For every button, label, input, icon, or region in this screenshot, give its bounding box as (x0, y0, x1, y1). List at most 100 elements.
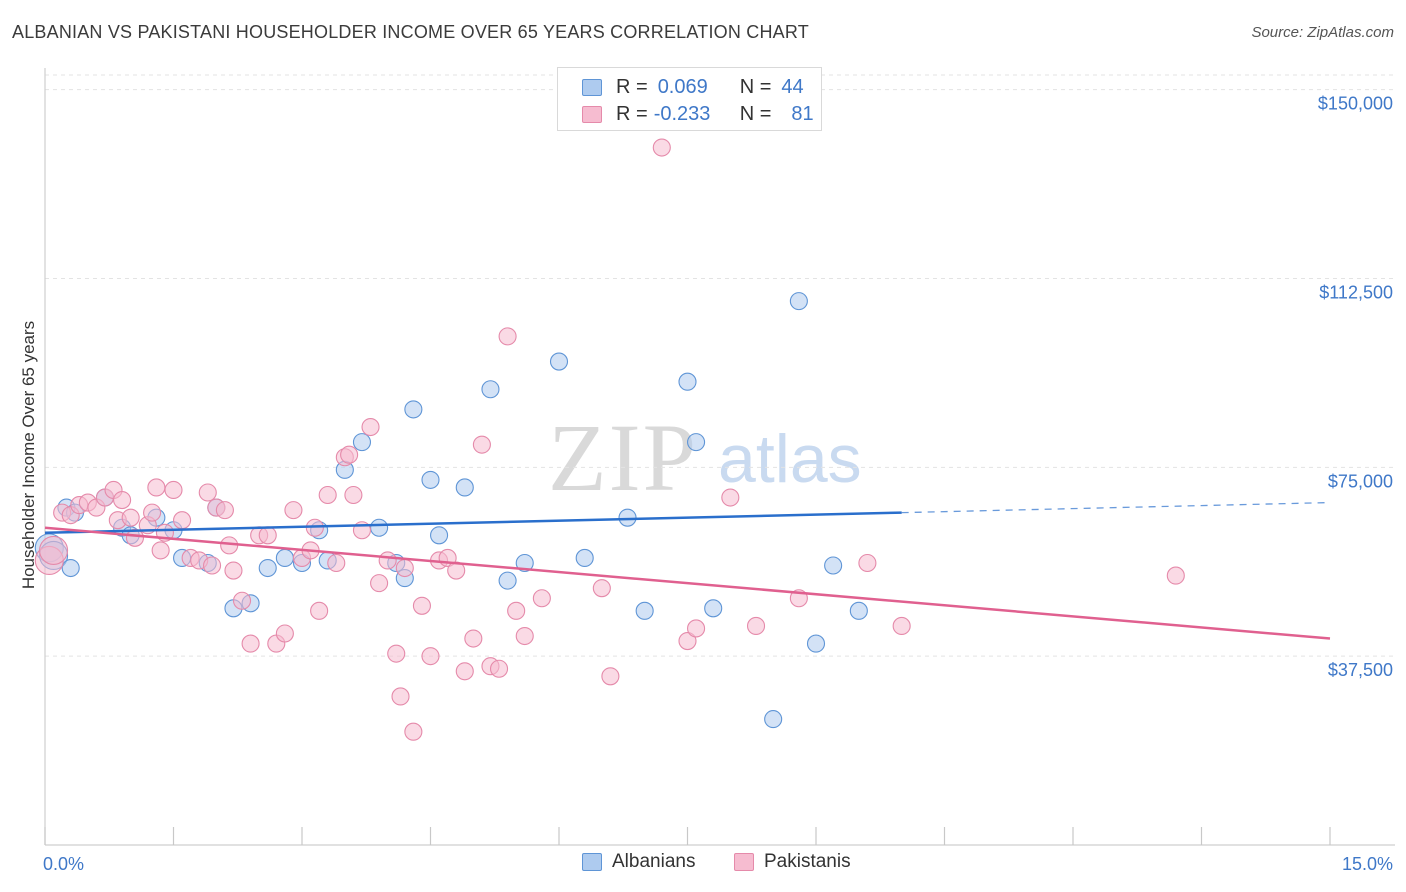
pakistani-points (34, 138, 1185, 741)
pakistani-point (678, 631, 697, 651)
albanian-point (806, 634, 826, 653)
pakistani-point (515, 626, 534, 646)
chart-source: Source: ZipAtlas.com (1251, 24, 1394, 41)
pakistani-point (387, 644, 406, 663)
pakistani-point (687, 619, 706, 638)
pakistani-point (164, 480, 183, 500)
y-tick-label: $150,000 (1318, 94, 1393, 114)
pakistani-point (198, 483, 217, 502)
pakistani-point (173, 511, 192, 530)
pakistani-point (721, 488, 740, 507)
pakistani-point (113, 490, 132, 510)
albanian-point (275, 548, 294, 568)
pakistani-point (421, 647, 440, 666)
y-tick-label: $112,500 (1319, 282, 1393, 302)
x-tick-label: 0.0% (43, 854, 84, 874)
albanians-legend-label: Albanians (612, 851, 696, 872)
pakistanis-legend-swatch (734, 853, 754, 871)
albanian-point (430, 526, 449, 545)
pakistani-point (284, 501, 303, 520)
pakistani-point (203, 556, 222, 575)
albanian-point (824, 556, 843, 575)
pakistani-point (361, 417, 380, 437)
albanian-point (764, 710, 783, 729)
pakistani-point (344, 485, 363, 505)
pakistani-point (258, 526, 277, 545)
albanian-point (687, 433, 706, 452)
pakistani-point (224, 561, 243, 580)
pakistani-point (498, 327, 517, 346)
series-legend: Albanians Pakistanis (0, 851, 1406, 877)
albanians-legend-swatch (582, 853, 602, 871)
pakistani-point (151, 541, 170, 560)
pakistani-point (241, 634, 260, 653)
legend-n-value: 44 (781, 75, 804, 98)
pakistani-point (592, 579, 611, 598)
legend-n-label: N = (739, 75, 772, 98)
albanian-point (61, 558, 80, 578)
pakistani-point (892, 616, 911, 635)
albanians-swatch (582, 78, 602, 96)
watermark-zip: ZIP (548, 404, 698, 511)
albanian-point (635, 601, 654, 620)
pakistani-point (125, 528, 144, 547)
pakistani-point (391, 687, 410, 706)
albanians-trend-extension (901, 501, 1331, 514)
y-tick-label: $37,500 (1328, 660, 1393, 680)
albanian-point (258, 558, 277, 578)
correlation-legend: R = 0.069 N = 44 R = -0.233 N = 81 (557, 67, 822, 131)
trend-layer (44, 501, 1331, 640)
pakistani-point (412, 596, 431, 615)
pakistani-point (489, 659, 509, 678)
legend-r-label: R = (616, 102, 648, 125)
pakistani-point (395, 558, 414, 578)
legend-row-pakistanis: R = -0.233 N = 81 (582, 101, 814, 127)
albanian-point (849, 601, 868, 620)
albanian-point (789, 292, 808, 311)
albanian-point (549, 352, 569, 371)
pakistani-point (507, 601, 526, 620)
x-tick-label: 15.0% (1342, 854, 1393, 874)
albanian-point (515, 553, 534, 573)
pakistanis-swatch (582, 105, 602, 123)
pakistani-point (275, 624, 294, 643)
pakistani-point (1166, 566, 1185, 585)
pakistani-point (327, 553, 346, 573)
legend-r-value: 0.069 (657, 75, 708, 98)
legend-n-value: 81 (791, 102, 814, 125)
albanian-point (678, 372, 697, 391)
pakistani-point (232, 591, 252, 610)
albanian-point (704, 599, 723, 618)
pakistani-point (215, 501, 234, 520)
pakistani-point (147, 478, 166, 497)
axes-layer (44, 68, 1395, 846)
albanian-point (498, 571, 517, 590)
pakistani-point (310, 601, 329, 620)
watermark-atlas: atlas (718, 421, 862, 497)
legend-item-pakistanis: Pakistanis (734, 851, 851, 873)
pakistani-point (370, 574, 389, 593)
pakistani-point (378, 551, 397, 570)
legend-r-label: R = (616, 75, 648, 98)
albanian-point (575, 548, 594, 568)
pakistani-point (601, 667, 620, 686)
tick-labels: $37,500 $75,000 $112,500 $150,000 0.0% 15.0% (43, 94, 1393, 874)
pakistani-point (318, 485, 337, 505)
pakistani-point (340, 445, 359, 464)
pakistani-point (121, 508, 140, 527)
albanian-point (455, 478, 474, 497)
legend-n-label: N = (739, 102, 772, 125)
albanian-point (404, 400, 423, 419)
pakistani-point (858, 553, 877, 573)
grid-layer (45, 74, 1395, 657)
legend-item-albanians: Albanians (582, 851, 695, 873)
albanians-trend-line (44, 511, 902, 535)
albanian-point (352, 433, 372, 452)
pakistani-point (746, 616, 766, 635)
pakistani-point (455, 662, 474, 681)
pakistani-point (143, 503, 162, 522)
legend-row-albanians: R = 0.069 N = 44 (582, 74, 804, 100)
albanian-point (421, 470, 440, 489)
chart-title: ALBANIAN VS PAKISTANI HOUSEHOLDER INCOME… (12, 22, 809, 42)
